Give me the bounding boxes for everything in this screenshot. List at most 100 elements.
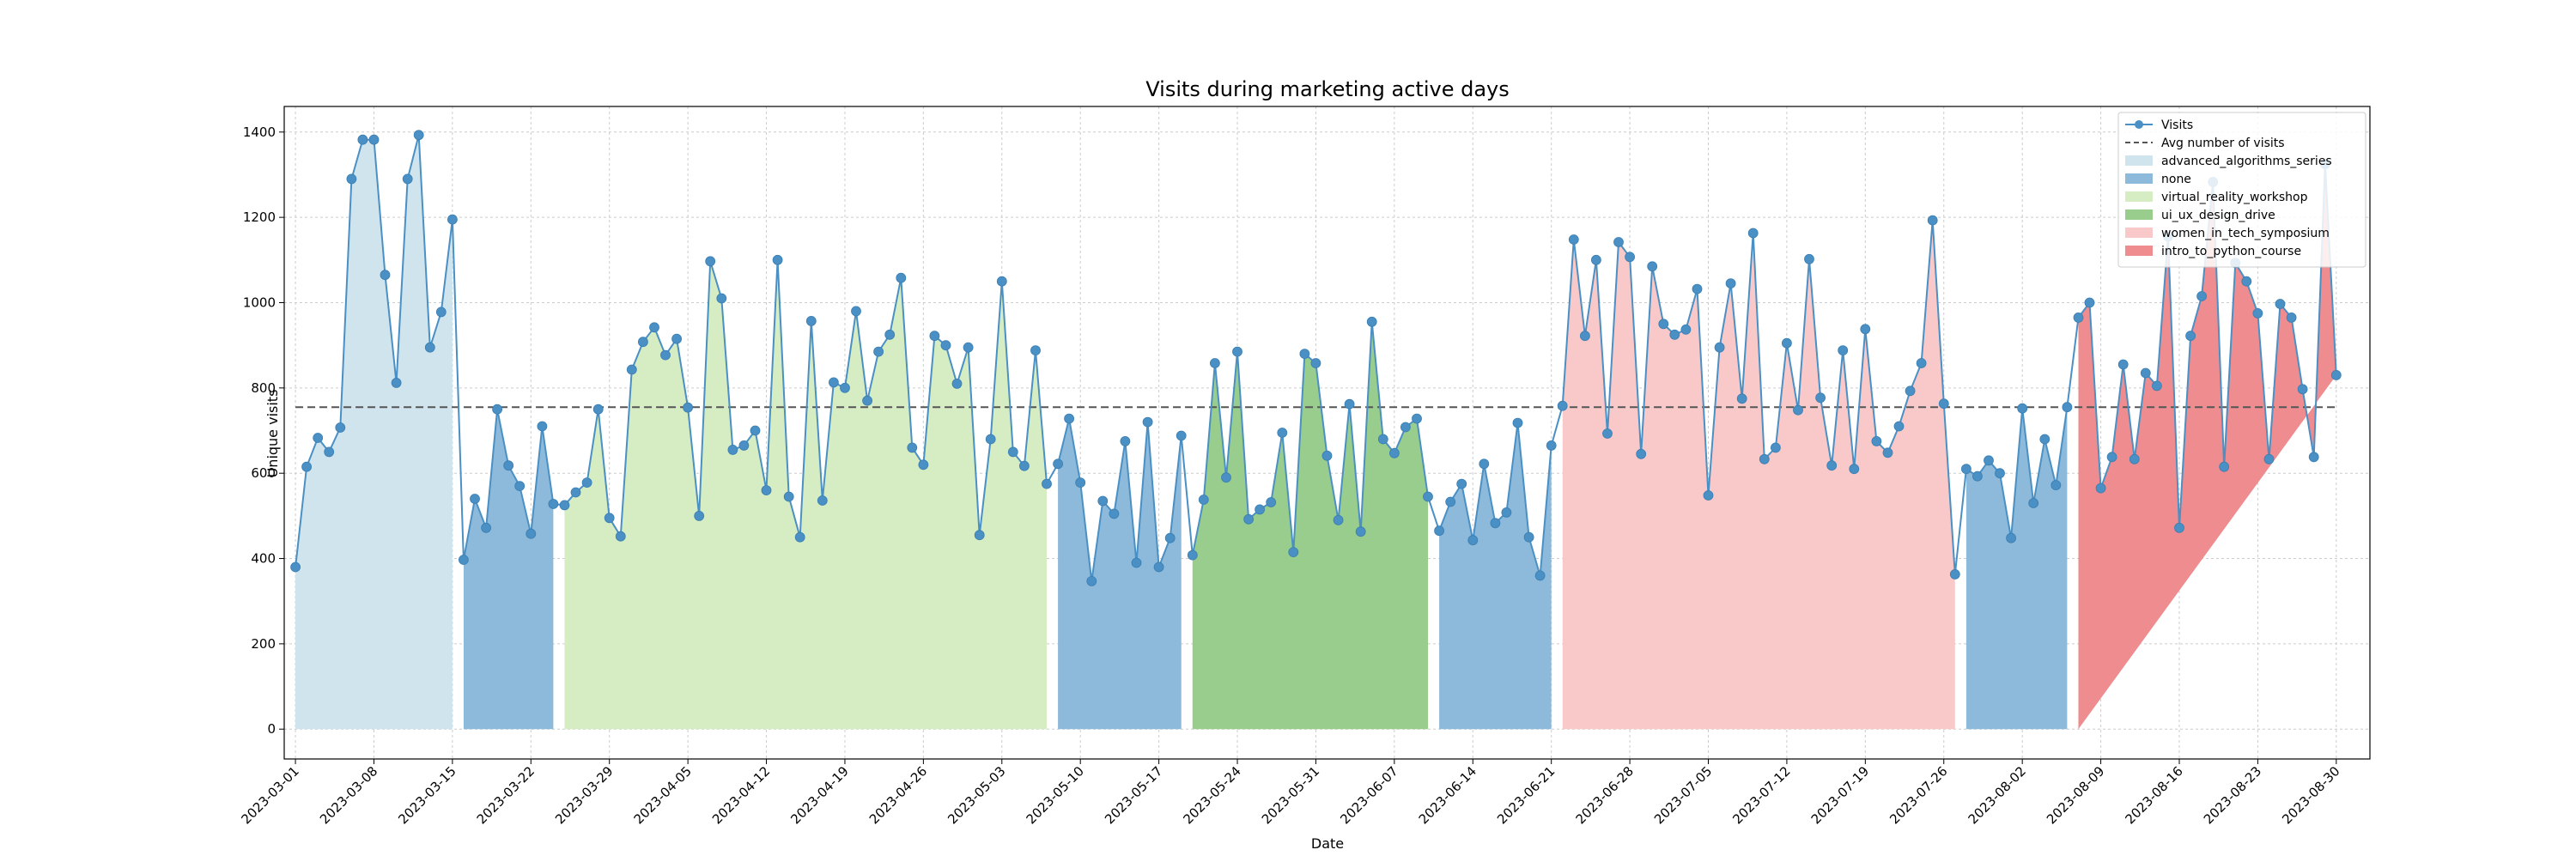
data-point (951, 378, 963, 389)
data-point (481, 522, 491, 533)
legend-label: virtual_reality_workshop (2161, 191, 2308, 204)
data-point (380, 270, 391, 281)
legend-label: Visits (2161, 118, 2193, 132)
data-point (1120, 436, 1131, 446)
data-point (2308, 452, 2319, 463)
data-point (1187, 549, 1198, 561)
data-point (840, 382, 850, 393)
data-point (727, 445, 738, 455)
data-point (1164, 532, 1176, 543)
data-point (357, 134, 368, 145)
data-point (985, 434, 996, 445)
data-point (1658, 319, 1669, 330)
data-point (1109, 508, 1120, 519)
data-point (581, 477, 592, 488)
data-point (873, 346, 884, 357)
legend-label: ui_ux_design_drive (2161, 209, 2275, 222)
data-point (2006, 532, 2017, 543)
campaign-area-none (1965, 407, 2068, 730)
data-point (772, 254, 783, 265)
data-point (974, 530, 985, 541)
data-point (570, 487, 581, 498)
data-point (615, 531, 626, 542)
data-point (1725, 278, 1736, 289)
data-point (1523, 531, 1534, 543)
data-point (638, 337, 648, 348)
data-point (1310, 358, 1321, 368)
y-axis-label: Unique visits (264, 390, 281, 478)
data-point (884, 329, 896, 340)
data-point (301, 461, 313, 472)
data-point (514, 481, 526, 491)
data-point (1747, 228, 1759, 239)
data-point (1490, 518, 1501, 529)
data-point (1692, 283, 1703, 294)
data-point (424, 342, 435, 353)
data-point (996, 276, 1007, 287)
legend-swatch (2125, 228, 2153, 238)
data-point (1591, 254, 1601, 265)
data-point (1389, 447, 1400, 458)
data-point (1893, 421, 1905, 432)
data-point (1423, 491, 1433, 502)
data-point (346, 173, 357, 185)
legend-swatch (2125, 209, 2153, 220)
data-point (1467, 535, 1479, 546)
data-point (1995, 468, 2005, 479)
data-point (817, 495, 828, 506)
campaign-area-advanced_algorithms_series (295, 135, 453, 730)
data-point (1042, 478, 1052, 489)
data-point (1445, 496, 1456, 507)
data-point (1344, 398, 1355, 410)
legend-label: none (2161, 173, 2191, 186)
y-tick-label: 800 (251, 380, 276, 396)
data-point (1007, 446, 1018, 458)
data-point (447, 214, 458, 225)
data-point (1815, 392, 1826, 404)
data-point (604, 513, 615, 524)
data-point (2084, 297, 2095, 308)
legend-swatch (2125, 191, 2153, 202)
data-point (649, 322, 659, 333)
legend-box (2117, 112, 2366, 268)
data-point (1927, 215, 1938, 226)
data-point (750, 425, 761, 436)
data-point (2028, 498, 2039, 508)
data-point (2117, 359, 2129, 370)
campaign-area-ui_ux_design_drive (1192, 321, 1429, 730)
y-axis: 0 200 400 600 800 1000 1200 1400 (243, 124, 284, 737)
data-point (1456, 478, 1467, 489)
data-point (1277, 428, 1288, 438)
data-point (783, 491, 794, 502)
data-point (1210, 358, 1220, 368)
data-point (2050, 480, 2062, 490)
campaign-area-intro_to_python_course (2078, 164, 2336, 730)
data-point (402, 173, 413, 185)
legend-visits-marker (2135, 120, 2143, 129)
y-tick-label: 1400 (243, 124, 276, 140)
campaign-areas (295, 135, 2336, 730)
y-tick-label: 1000 (243, 294, 276, 310)
data-point (459, 555, 469, 565)
data-point (1097, 495, 1109, 507)
data-point (2252, 307, 2263, 319)
data-point (2286, 312, 2297, 323)
data-point (1546, 440, 1557, 451)
data-point (1860, 324, 1871, 335)
data-point (503, 460, 514, 471)
data-point (805, 315, 817, 326)
data-point (391, 377, 402, 388)
data-point (2151, 380, 2162, 392)
data-point (1557, 400, 1568, 411)
data-point (1804, 253, 1814, 264)
data-point (2241, 276, 2252, 287)
data-point (1984, 455, 1994, 466)
data-point (940, 340, 951, 351)
y-tick-label: 400 (251, 551, 276, 567)
data-point (2219, 461, 2230, 472)
data-point (1971, 470, 1983, 482)
data-point (1030, 345, 1041, 356)
data-point (1255, 504, 1265, 515)
data-point (794, 531, 805, 543)
